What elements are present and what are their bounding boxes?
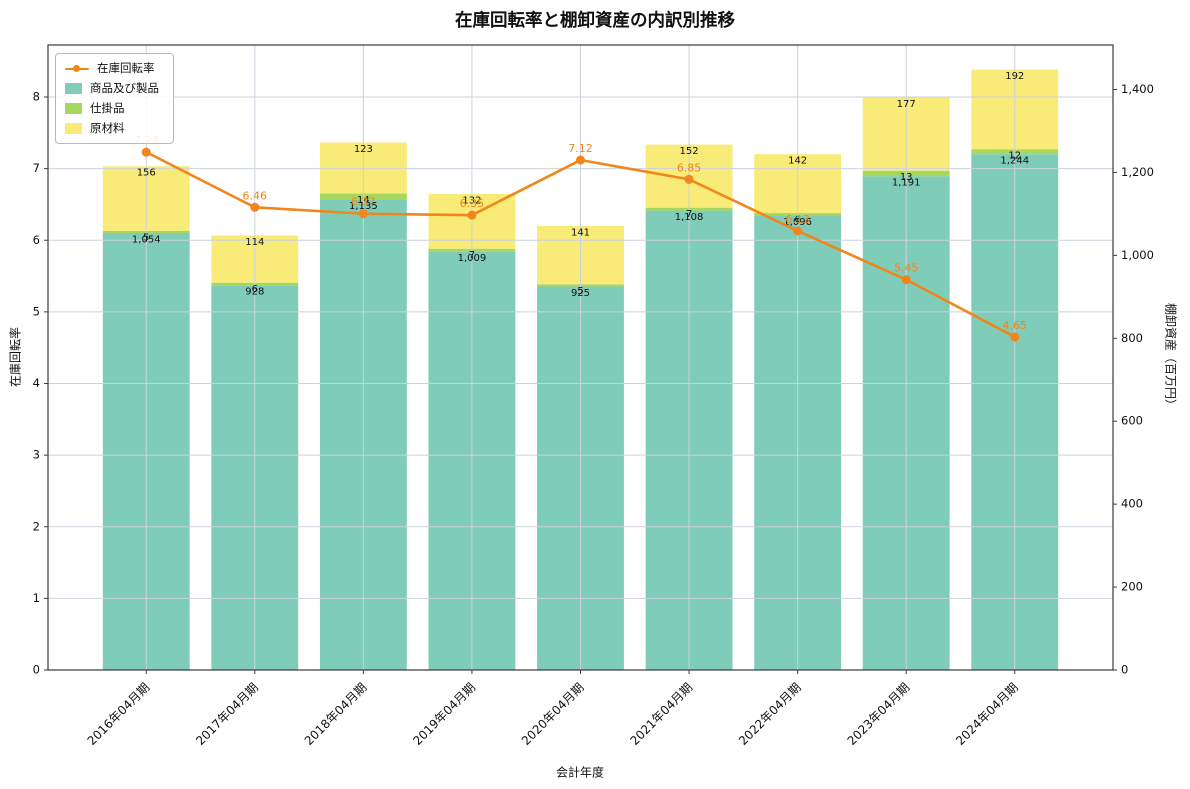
bar-value-label: 5 bbox=[143, 232, 149, 243]
right-tick-label: 600 bbox=[1121, 414, 1143, 428]
bar-value-label: 132 bbox=[462, 195, 481, 206]
legend-item-turnover: 在庫回転率 bbox=[65, 62, 159, 75]
right-tick-label: 1,200 bbox=[1121, 165, 1154, 179]
turnover-value-label: 6.37 bbox=[351, 196, 376, 209]
turnover-value-label: 7.12 bbox=[568, 142, 593, 155]
right-tick-label: 1,400 bbox=[1121, 82, 1154, 96]
bar-value-label: 1,191 bbox=[892, 178, 921, 189]
left-axis-title: 在庫回転率 bbox=[8, 326, 23, 388]
turnover-point bbox=[1010, 332, 1020, 342]
x-tick-label: 2023年04月期 bbox=[845, 680, 913, 748]
turnover-value-label: 4.65 bbox=[1003, 319, 1028, 332]
right-axis-title: 棚卸資産（百万円） bbox=[1163, 302, 1178, 412]
bar-value-label: 1,054 bbox=[132, 234, 161, 245]
products-swatch-icon bbox=[65, 83, 82, 94]
left-tick-label: 8 bbox=[33, 90, 40, 104]
bar-value-label: 142 bbox=[788, 156, 807, 167]
x-tick-label: 2018年04月期 bbox=[302, 680, 370, 748]
turnover-value-label: 6.35 bbox=[460, 197, 485, 210]
right-tick-label: 1,000 bbox=[1121, 248, 1154, 262]
bar-value-label: 7 bbox=[686, 209, 692, 220]
turnover-point bbox=[576, 155, 585, 165]
turnover-point bbox=[901, 275, 911, 285]
line-marker-icon bbox=[65, 64, 89, 74]
legend-item-raw-materials: 原材料 bbox=[65, 122, 159, 135]
bar-value-label: 1,135 bbox=[349, 201, 378, 212]
x-tick-label: 2020年04月期 bbox=[519, 680, 587, 748]
raw-materials-swatch-icon bbox=[65, 123, 82, 134]
turnover-value-label: 6.46 bbox=[243, 189, 268, 202]
bar-value-label: 928 bbox=[245, 287, 264, 298]
turnover-point bbox=[250, 202, 260, 212]
right-tick-label: 400 bbox=[1121, 497, 1143, 511]
left-tick-label: 5 bbox=[33, 304, 40, 318]
x-tick-label: 2017年04月期 bbox=[193, 680, 261, 748]
bar-value-label: 925 bbox=[571, 288, 590, 299]
legend-label-wip: 仕掛品 bbox=[90, 101, 125, 115]
bar-value-label: 152 bbox=[680, 146, 699, 157]
bar-value-label: 12 bbox=[1008, 151, 1021, 162]
left-tick-label: 1 bbox=[33, 591, 40, 605]
turnover-point bbox=[684, 174, 694, 184]
legend-item-wip: 仕掛品 bbox=[65, 102, 159, 115]
legend-item-products: 商品及び製品 bbox=[65, 82, 159, 95]
left-tick-label: 4 bbox=[33, 376, 40, 390]
left-tick-label: 0 bbox=[33, 663, 40, 677]
left-tick-label: 6 bbox=[33, 233, 40, 247]
bar-value-label: 192 bbox=[1005, 71, 1024, 82]
bar-value-label: 156 bbox=[137, 168, 156, 179]
bar-value-label: 6 bbox=[252, 284, 258, 295]
bar-value-label: 1,244 bbox=[1000, 156, 1029, 167]
x-tick-label: 2024年04月期 bbox=[953, 680, 1021, 748]
x-axis-title: 会計年度 bbox=[555, 765, 605, 780]
bar-value-label: 123 bbox=[354, 144, 373, 155]
line-marker-dot bbox=[73, 65, 80, 72]
bar-value-label: 114 bbox=[245, 237, 264, 248]
right-tick-label: 0 bbox=[1121, 663, 1128, 677]
turnover-value-label: 6.13 bbox=[785, 213, 810, 226]
x-tick-label: 2021年04月期 bbox=[627, 680, 695, 748]
right-tick-label: 800 bbox=[1121, 331, 1143, 345]
turnover-value-label: 6.85 bbox=[677, 161, 702, 174]
bar-value-label: 14 bbox=[357, 195, 370, 206]
left-tick-label: 2 bbox=[33, 519, 40, 533]
bar-value-label: 5 bbox=[577, 286, 583, 297]
turnover-point bbox=[141, 147, 151, 157]
x-tick-label: 2022年04月期 bbox=[736, 680, 804, 748]
bar-value-label: 1,108 bbox=[675, 212, 704, 223]
left-tick-label: 3 bbox=[33, 448, 40, 462]
bar-value-label: 1,009 bbox=[458, 253, 487, 264]
turnover-point bbox=[358, 209, 368, 219]
legend: 在庫回転率 商品及び製品 仕掛品 原材料 bbox=[55, 53, 174, 144]
wip-swatch-icon bbox=[65, 103, 82, 114]
bar-value-label: 13 bbox=[900, 172, 913, 183]
left-tick-label: 7 bbox=[33, 161, 40, 175]
turnover-point bbox=[467, 210, 477, 220]
bar-value-label: 7 bbox=[469, 250, 475, 261]
legend-label-turnover: 在庫回転率 bbox=[97, 61, 155, 75]
bar-value-label: 6 bbox=[794, 214, 800, 225]
bar-value-label: 177 bbox=[897, 99, 916, 110]
right-tick-label: 200 bbox=[1121, 580, 1143, 594]
bar-value-label: 141 bbox=[571, 227, 590, 238]
chart-title: 在庫回転率と棚卸資産の内訳別推移 bbox=[455, 11, 735, 31]
x-tick-label: 2019年04月期 bbox=[410, 680, 478, 748]
x-tick-label: 2016年04月期 bbox=[85, 680, 153, 748]
legend-label-raw-materials: 原材料 bbox=[90, 121, 125, 135]
bar-value-label: 1,096 bbox=[783, 217, 812, 228]
turnover-value-label: 5.45 bbox=[894, 262, 919, 275]
turnover-point bbox=[793, 226, 803, 236]
legend-label-products: 商品及び製品 bbox=[90, 81, 159, 95]
